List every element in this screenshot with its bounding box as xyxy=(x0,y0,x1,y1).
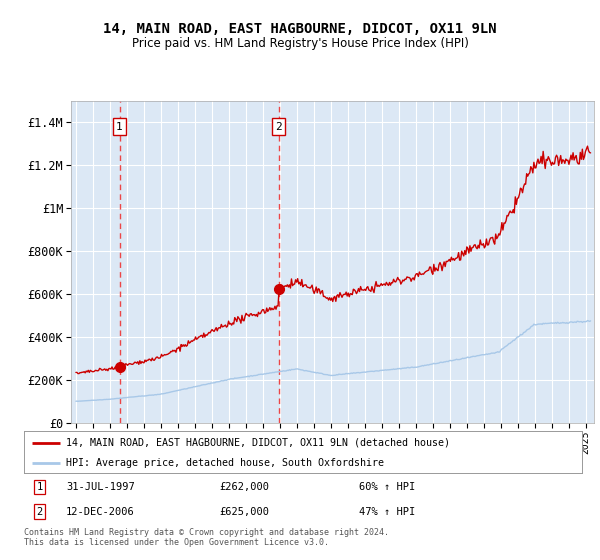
Text: 14, MAIN ROAD, EAST HAGBOURNE, DIDCOT, OX11 9LN: 14, MAIN ROAD, EAST HAGBOURNE, DIDCOT, O… xyxy=(103,22,497,36)
Text: 1: 1 xyxy=(116,122,123,132)
Text: 12-DEC-2006: 12-DEC-2006 xyxy=(66,507,134,517)
Text: £262,000: £262,000 xyxy=(220,482,269,492)
Text: Price paid vs. HM Land Registry's House Price Index (HPI): Price paid vs. HM Land Registry's House … xyxy=(131,37,469,50)
Text: 31-JUL-1997: 31-JUL-1997 xyxy=(66,482,134,492)
Text: HPI: Average price, detached house, South Oxfordshire: HPI: Average price, detached house, Sout… xyxy=(66,458,384,468)
Text: 14, MAIN ROAD, EAST HAGBOURNE, DIDCOT, OX11 9LN (detached house): 14, MAIN ROAD, EAST HAGBOURNE, DIDCOT, O… xyxy=(66,438,450,448)
Text: 2: 2 xyxy=(37,507,43,517)
Text: 1: 1 xyxy=(37,482,43,492)
Text: Contains HM Land Registry data © Crown copyright and database right 2024.
This d: Contains HM Land Registry data © Crown c… xyxy=(24,528,389,547)
Text: £625,000: £625,000 xyxy=(220,507,269,517)
Text: 47% ↑ HPI: 47% ↑ HPI xyxy=(359,507,415,517)
Text: 2: 2 xyxy=(275,122,282,132)
Text: 60% ↑ HPI: 60% ↑ HPI xyxy=(359,482,415,492)
